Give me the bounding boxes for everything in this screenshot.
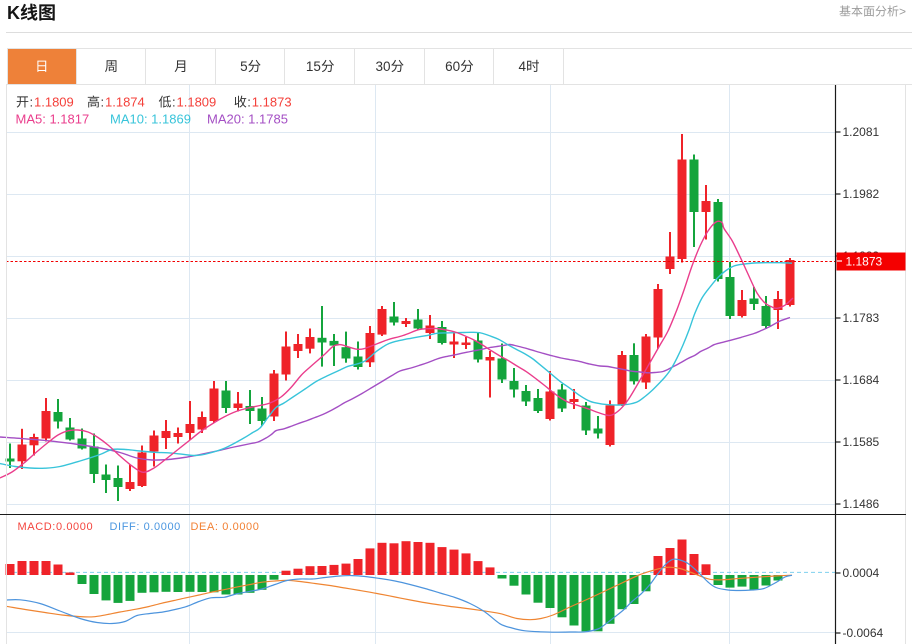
svg-text:MA20: 1.1785: MA20: 1.1785 [207, 112, 288, 127]
svg-text:1.1783: 1.1783 [843, 311, 880, 325]
svg-text:MA10: 1.1869: MA10: 1.1869 [110, 112, 191, 127]
svg-text:MA5: 1.1817: MA5: 1.1817 [16, 112, 90, 127]
svg-text:4: 4 [519, 59, 527, 74]
svg-text:3: 3 [376, 59, 384, 74]
svg-text::: : [247, 95, 251, 110]
svg-text:0.0004: 0.0004 [843, 566, 880, 580]
svg-text:1.1684: 1.1684 [843, 373, 880, 387]
svg-text:1.2081: 1.2081 [843, 125, 880, 139]
svg-text:5: 5 [313, 59, 321, 74]
svg-text::: : [101, 95, 105, 110]
svg-text::: : [30, 95, 34, 110]
svg-text:1: 1 [306, 59, 314, 74]
svg-text:1.1873: 1.1873 [252, 95, 292, 110]
svg-text:0: 0 [383, 59, 391, 74]
svg-text:5: 5 [240, 59, 248, 74]
svg-text:0: 0 [453, 59, 461, 74]
svg-text:6: 6 [445, 59, 453, 74]
svg-text::: : [172, 95, 176, 110]
svg-text:>: > [899, 5, 906, 19]
svg-text:1.1585: 1.1585 [843, 435, 880, 449]
svg-text:DEA: 0.0000: DEA: 0.0000 [191, 521, 260, 533]
svg-text:1.1809: 1.1809 [34, 95, 74, 110]
svg-text:1.1874: 1.1874 [105, 95, 145, 110]
svg-text:MACD:0.0000: MACD:0.0000 [18, 521, 94, 533]
svg-text:-0.0064: -0.0064 [843, 626, 884, 640]
svg-text:1.1486: 1.1486 [843, 497, 880, 511]
svg-text:1.1982: 1.1982 [843, 187, 880, 201]
svg-text:1.1809: 1.1809 [177, 95, 217, 110]
svg-text:DIFF: 0.0000: DIFF: 0.0000 [110, 521, 181, 533]
svg-text:1.1873: 1.1873 [846, 255, 883, 269]
svg-text:K: K [7, 3, 20, 23]
